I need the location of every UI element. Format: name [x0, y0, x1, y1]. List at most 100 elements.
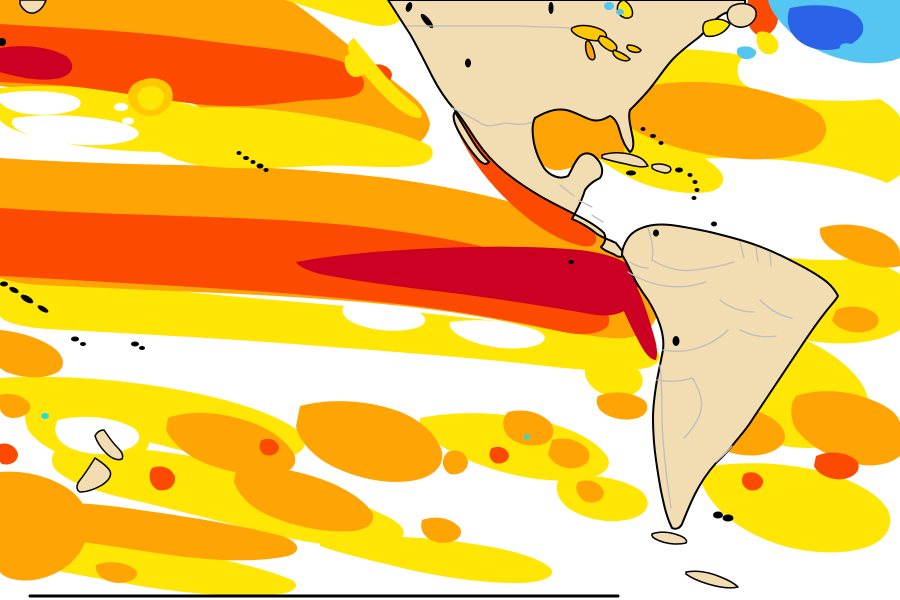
left-edge-island — [0, 38, 6, 46]
south-georgia — [685, 570, 739, 589]
guyana-border-1 — [739, 241, 745, 259]
layer-extreme-warm-fields — [0, 46, 658, 360]
paraguay-border — [683, 377, 703, 439]
hawaii-dot-1 — [236, 151, 242, 155]
lake-titicaca — [672, 336, 680, 346]
strong-warm-speck-sp-3 — [259, 438, 279, 456]
peru-brazil-border — [627, 271, 707, 288]
gulf-of-st-lawrence — [702, 18, 731, 38]
strong-warm-south-atlantic-2 — [741, 472, 764, 491]
warm-blob-argentine-basin-2 — [791, 391, 900, 466]
falkland-island-2 — [722, 514, 734, 522]
neutral-speck-1 — [114, 103, 128, 111]
cold-speck-2 — [839, 43, 856, 56]
newfoundland-island — [726, 2, 757, 28]
warm-blob-sp-1 — [166, 412, 296, 475]
bahamas-dot-3 — [658, 141, 664, 145]
new-zealand-south-island — [76, 457, 112, 493]
warm-blob-ne-brazil-2 — [832, 306, 879, 333]
melanesia-dot-2 — [9, 286, 19, 294]
layer-borders — [406, 25, 793, 509]
bahamas-dot-2 — [650, 134, 656, 138]
bahamas-dot-1 — [640, 127, 646, 131]
strong-warm-speck-sp-2 — [149, 466, 176, 491]
fiji-dot-1 — [71, 336, 79, 342]
tierra-del-fuego — [651, 531, 688, 545]
neutral-gap-south-1 — [118, 348, 259, 385]
neutral-speck-2 — [122, 117, 134, 125]
strong-warm-equatorial-band — [0, 208, 610, 335]
warm-band-top-yellow — [284, 0, 402, 26]
layer-strong-warm-fields — [0, 0, 859, 491]
neutral-gap-below-cold-patch — [737, 54, 900, 101]
antilles-dot-1 — [687, 173, 693, 177]
hawaii-dot-2 — [243, 156, 249, 160]
ecuador-border — [629, 261, 649, 269]
neutral-gap-midleft-1 — [0, 91, 81, 115]
baja-california — [452, 111, 490, 165]
central-america-border-1 — [559, 184, 575, 197]
antilles-dot-3 — [694, 188, 700, 192]
warm-field-southpacific-4 — [320, 536, 553, 583]
central-america-border-3 — [591, 214, 604, 223]
falkland-island-1 — [713, 511, 723, 519]
jamaica — [626, 170, 636, 176]
extreme-warm-northwest — [0, 46, 73, 80]
us-mexico-border — [451, 107, 533, 127]
warm-lemon-blob-np — [344, 52, 369, 77]
warm-blob-nz-west — [0, 394, 31, 418]
warm-field-between-bands — [143, 107, 433, 169]
antilles-dot-4 — [691, 196, 697, 200]
vancouver-island — [420, 13, 434, 29]
galapagos — [568, 260, 574, 264]
lake-winnipeg — [548, 2, 554, 14]
warm-blob-sp-3 — [503, 410, 554, 446]
warm-blob-sp-2 — [234, 467, 374, 532]
cold-speck-1 — [736, 46, 757, 60]
haida-island — [405, 2, 413, 12]
chile-argentina-border — [659, 364, 672, 509]
new-zealand-north-island — [94, 429, 124, 461]
aleutian-tip — [19, 0, 47, 14]
great-salt-lake — [465, 58, 471, 68]
melanesia-dot-3 — [20, 294, 34, 304]
strong-warm-south-atlantic-1 — [814, 452, 859, 480]
central-america-border-2 — [577, 199, 593, 208]
strong-warm-mexico-coast — [452, 112, 597, 247]
warm-blob-north-atlantic — [612, 81, 827, 160]
neutral-gap-south-2 — [342, 304, 426, 331]
warm-blob-sp-left-edge — [0, 330, 63, 378]
antilles-dot-2 — [692, 180, 698, 184]
north-america-landmass — [387, 0, 746, 258]
tonga-dot-2 — [139, 346, 145, 350]
guyana-border-2 — [755, 246, 759, 263]
lake-michigan — [584, 39, 596, 61]
bolivia-brazil-border — [662, 329, 729, 352]
warm-blob-sp-bottomleft-field — [0, 471, 89, 581]
canadian-lake-1 — [604, 2, 614, 10]
fiji-dot-2 — [80, 342, 86, 346]
warm-blob-sp-bottom-small — [95, 562, 138, 583]
warm-blob-sp-central — [296, 401, 443, 482]
hispaniola — [651, 163, 672, 174]
canadian-lake-2 — [616, 9, 624, 15]
strong-warm-speck-sp-4 — [489, 446, 509, 464]
warm-fringe-newfoundland — [756, 31, 779, 55]
uruguay-border — [715, 445, 733, 463]
melanesia-dot-4 — [37, 305, 49, 313]
us-canada-border — [406, 25, 571, 29]
extreme-warm-peru-coast — [609, 258, 658, 360]
warm-blob-sp-5 — [442, 450, 468, 475]
tonga-dot-1 — [131, 341, 139, 347]
cold-cyan-speck-sp1 — [41, 413, 49, 419]
layer-fine-accents — [114, 31, 779, 125]
neutral-gap-midleft-2 — [11, 115, 139, 146]
neutral-gap-south-3 — [449, 320, 545, 349]
extreme-warm-equatorial-tongue — [296, 246, 638, 316]
cuba — [601, 152, 649, 168]
cold-patch-core — [787, 5, 864, 50]
trinidad — [711, 221, 717, 227]
lake-ontario — [626, 44, 642, 54]
warm-lemon-core — [137, 86, 164, 111]
